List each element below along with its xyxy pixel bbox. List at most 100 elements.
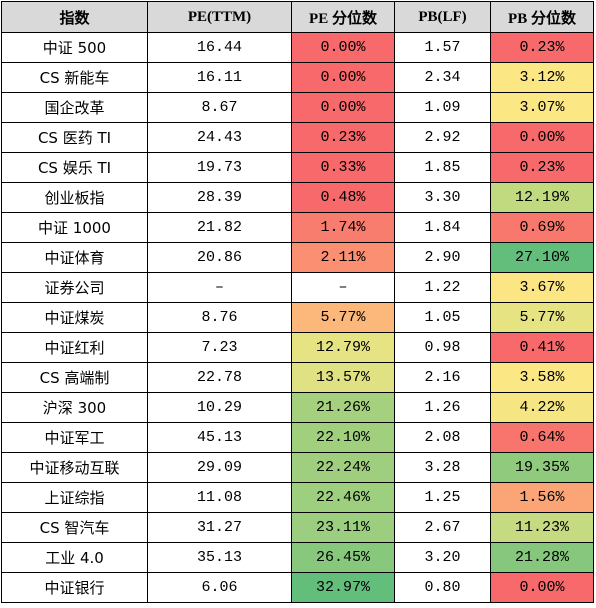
pe-percentile-cell: 0.48%: [291, 182, 395, 213]
pe-cell: 20.86: [147, 242, 292, 273]
index-name-cell: 创业板指: [1, 182, 148, 213]
pb-percentile-cell: 0.23%: [490, 32, 594, 63]
pb-percentile-cell: 3.67%: [490, 272, 594, 303]
header-index: 指数: [1, 1, 148, 33]
pb-percentile-cell: 0.23%: [490, 152, 594, 183]
index-name-cell: 国企改革: [1, 92, 148, 123]
pe-cell: 31.27: [147, 512, 292, 543]
pb-cell: 3.20: [394, 542, 491, 573]
pe-cell: 22.78: [147, 362, 292, 393]
index-name-cell: 中证移动互联: [1, 452, 148, 483]
table-row: CS 智汽车 31.27 23.11% 2.67 11.23%: [1, 512, 594, 543]
pe-cell: 21.82: [147, 212, 292, 243]
pb-cell: 2.08: [394, 422, 491, 453]
pb-cell: 1.05: [394, 302, 491, 333]
pe-percentile-cell: 0.00%: [291, 92, 395, 123]
table-row: CS 娱乐 TI 19.73 0.33% 1.85 0.23%: [1, 152, 594, 183]
pe-cell: 35.13: [147, 542, 292, 573]
index-name-cell: 中证煤炭: [1, 302, 148, 333]
table-row: 沪深 300 10.29 21.26% 1.26 4.22%: [1, 392, 594, 423]
index-name-cell: 工业 4.0: [1, 542, 148, 573]
table-row: 中证军工 45.13 22.10% 2.08 0.64%: [1, 422, 594, 453]
table-row: 工业 4.0 35.13 26.45% 3.20 21.28%: [1, 542, 594, 573]
pb-cell: 3.28: [394, 452, 491, 483]
pb-cell: 1.84: [394, 212, 491, 243]
table-row: 中证银行 6.06 32.97% 0.80 0.00%: [1, 572, 594, 603]
pb-percentile-cell: 21.28%: [490, 542, 594, 573]
index-name-cell: CS 高端制: [1, 362, 148, 393]
pe-cell: 19.73: [147, 152, 292, 183]
pb-cell: 1.85: [394, 152, 491, 183]
table-row: 上证综指 11.08 22.46% 1.25 1.56%: [1, 482, 594, 513]
table-row: 国企改革 8.67 0.00% 1.09 3.07%: [1, 92, 594, 123]
index-name-cell: 中证银行: [1, 572, 148, 603]
table-row: 中证移动互联 29.09 22.24% 3.28 19.35%: [1, 452, 594, 483]
header-pb: PB(LF): [394, 1, 491, 33]
table-row: 中证体育 20.86 2.11% 2.90 27.10%: [1, 242, 594, 273]
index-name-cell: 中证 500: [1, 32, 148, 63]
pe-percentile-cell: 12.79%: [291, 332, 395, 363]
pe-percentile-cell: 0.23%: [291, 122, 395, 153]
pb-percentile-cell: 11.23%: [490, 512, 594, 543]
pb-cell: 1.57: [394, 32, 491, 63]
pe-percentile-cell: 22.46%: [291, 482, 395, 513]
pb-percentile-cell: 0.00%: [490, 572, 594, 603]
pb-cell: 1.22: [394, 272, 491, 303]
pe-cell: 45.13: [147, 422, 292, 453]
pb-cell: 0.80: [394, 572, 491, 603]
pe-percentile-cell: 32.97%: [291, 572, 395, 603]
table-row: 中证 500 16.44 0.00% 1.57 0.23%: [1, 32, 594, 63]
table-row: 证券公司 – –1.22 3.67%: [1, 272, 594, 303]
pb-cell: 1.25: [394, 482, 491, 513]
pe-percentile-cell: 22.24%: [291, 452, 395, 483]
pe-cell: 16.11: [147, 62, 292, 93]
index-name-cell: 证券公司: [1, 272, 148, 303]
index-name-cell: 上证综指: [1, 482, 148, 513]
pe-percentile-cell: 2.11%: [291, 242, 395, 273]
pb-percentile-cell: 0.69%: [490, 212, 594, 243]
pb-percentile-cell: 0.00%: [490, 122, 594, 153]
pe-percentile-cell: 0.33%: [291, 152, 395, 183]
pb-cell: 1.26: [394, 392, 491, 423]
pb-percentile-cell: 1.56%: [490, 482, 594, 513]
pb-cell: 0.98: [394, 332, 491, 363]
index-name-cell: CS 医药 TI: [1, 122, 148, 153]
pb-cell: 2.92: [394, 122, 491, 153]
table-row: 中证 1000 21.82 1.74% 1.84 0.69%: [1, 212, 594, 243]
pb-cell: 2.67: [394, 512, 491, 543]
table-row: 创业板指 28.39 0.48% 3.30 12.19%: [1, 182, 594, 213]
pe-cell: 8.76: [147, 302, 292, 333]
pb-cell: 3.30: [394, 182, 491, 213]
pe-cell: 6.06: [147, 572, 292, 603]
pe-percentile-cell: 21.26%: [291, 392, 395, 423]
pe-cell: 29.09: [147, 452, 292, 483]
table-row: CS 医药 TI 24.43 0.23% 2.92 0.00%: [1, 122, 594, 153]
pe-percentile-cell: –: [291, 272, 395, 303]
pe-cell: 11.08: [147, 482, 292, 513]
pb-percentile-cell: 12.19%: [490, 182, 594, 213]
index-name-cell: 中证军工: [1, 422, 148, 453]
header-pe: PE(TTM): [147, 1, 292, 33]
index-name-cell: CS 新能车: [1, 62, 148, 93]
pb-percentile-cell: 3.58%: [490, 362, 594, 393]
header-pe-percentile: PE 分位数: [291, 1, 395, 33]
pb-percentile-cell: 0.41%: [490, 332, 594, 363]
table-row: 中证红利 7.23 12.79% 0.98 0.41%: [1, 332, 594, 363]
pe-percentile-cell: 5.77%: [291, 302, 395, 333]
index-name-cell: CS 智汽车: [1, 512, 148, 543]
pe-cell: 28.39: [147, 182, 292, 213]
pe-cell: 10.29: [147, 392, 292, 423]
pb-percentile-cell: 19.35%: [490, 452, 594, 483]
index-name-cell: 中证体育: [1, 242, 148, 273]
table-row: CS 新能车 16.11 0.00% 2.34 3.12%: [1, 62, 594, 93]
pb-cell: 2.34: [394, 62, 491, 93]
table-row: CS 高端制 22.78 13.57% 2.16 3.58%: [1, 362, 594, 393]
pb-percentile-cell: 3.07%: [490, 92, 594, 123]
pe-cell: 16.44: [147, 32, 292, 63]
index-name-cell: 沪深 300: [1, 392, 148, 423]
pb-cell: 1.09: [394, 92, 491, 123]
pb-percentile-cell: 27.10%: [490, 242, 594, 273]
pb-percentile-cell: 5.77%: [490, 302, 594, 333]
pb-percentile-cell: 3.12%: [490, 62, 594, 93]
pe-cell: 8.67: [147, 92, 292, 123]
